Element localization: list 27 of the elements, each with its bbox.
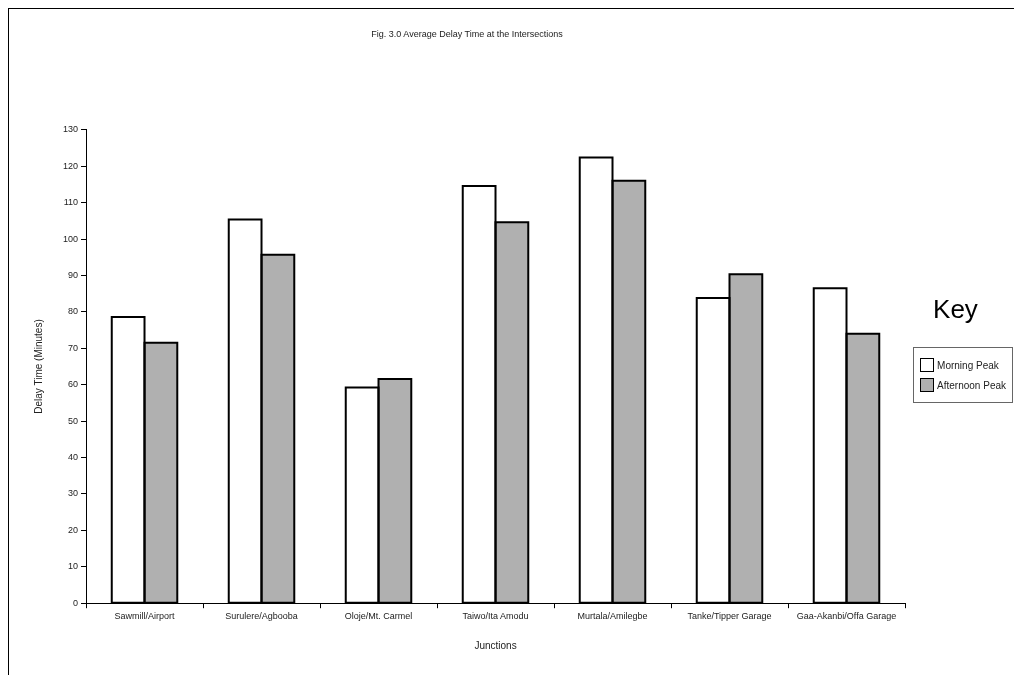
y-tick-label: 110 xyxy=(63,197,79,208)
y-tick-label: 40 xyxy=(68,452,79,463)
x-tick-label: Gaa-Akanbi/Offa Garage xyxy=(796,611,897,622)
x-tick-label: Oloje/Mt. Carmel xyxy=(344,611,413,622)
y-tick-label: 30 xyxy=(68,488,79,499)
y-tick-label: 10 xyxy=(68,561,79,572)
y-tick-label: 90 xyxy=(68,269,79,280)
y-tick-label: 0 xyxy=(73,597,79,608)
y-tick-label: 130 xyxy=(62,124,79,135)
y-tick-label: 60 xyxy=(68,379,79,390)
x-tick-label: Taiwo/Ita Amodu xyxy=(462,611,529,622)
legend-title: Key xyxy=(933,294,979,325)
y-tick-label: 50 xyxy=(68,415,79,426)
y-tick-label: 70 xyxy=(68,342,79,353)
y-tick-label: 80 xyxy=(68,306,79,317)
x-tick-label: Tanke/Tipper Garage xyxy=(687,611,772,622)
chart-title: Fig. 3.0 Average Delay Time at the Intersections xyxy=(371,28,564,39)
text: Morning Peak xyxy=(937,359,999,371)
x-tick-label: Surulere/Agbooba xyxy=(225,611,298,622)
y-tick-label: 100 xyxy=(62,233,79,244)
x-axis-title: Junctions xyxy=(474,639,517,651)
y-axis-title: Delay Time (Minutes) xyxy=(32,319,44,414)
x-tick-label: Sawmill/Airport xyxy=(114,611,176,622)
x-tick-label: Murtala/Amilegbe xyxy=(577,611,648,622)
legend-label: Afternoon Peak xyxy=(937,379,1006,391)
y-tick-label: 20 xyxy=(68,524,79,535)
y-tick-label: 120 xyxy=(62,160,79,171)
